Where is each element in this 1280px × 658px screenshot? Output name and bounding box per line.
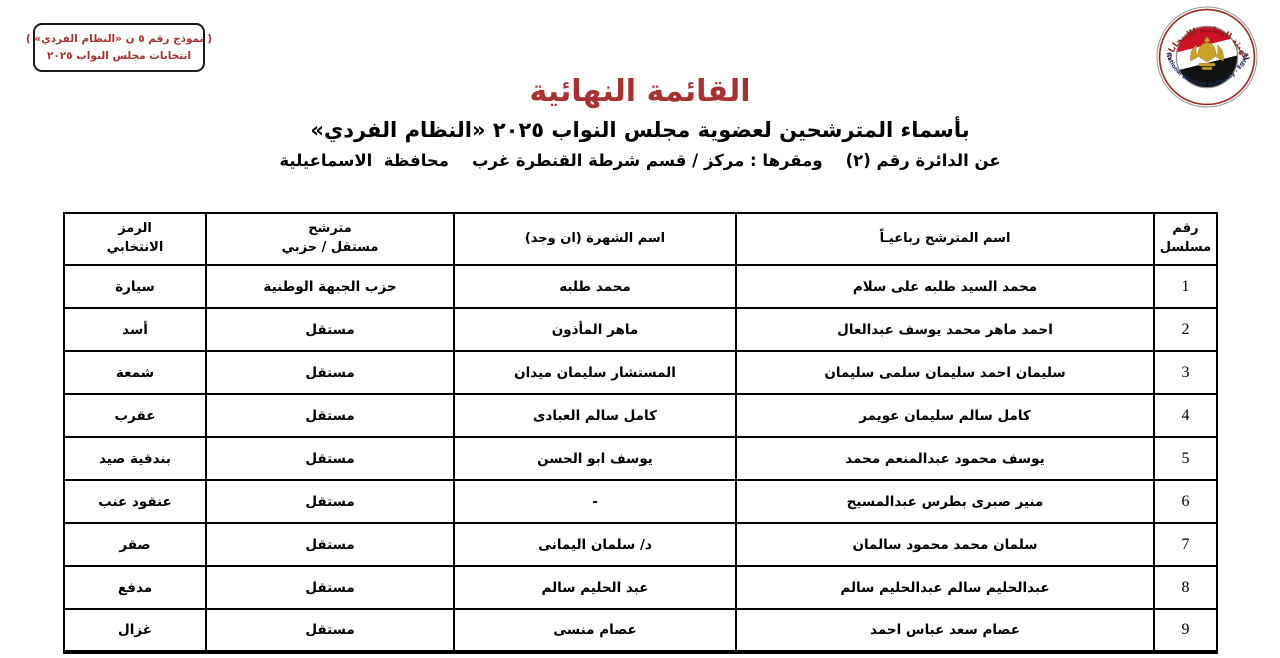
header-affiliation: مترشح مستقل / حزبي bbox=[205, 212, 455, 266]
cell-serial: 6 bbox=[1153, 479, 1218, 524]
authority-seal-icon: الهيئة الوطنية للانتخابات National Elect… bbox=[1156, 6, 1258, 108]
cell-nickname: كامل سالم العبادى bbox=[453, 393, 737, 438]
form-number-line: ( نموذج رقم ٥ ن «النظام الفردي» ) bbox=[25, 33, 213, 46]
cell-affiliation: مستقل bbox=[205, 565, 455, 610]
cell-symbol: عقرب bbox=[63, 393, 207, 438]
cell-affiliation: مستقل bbox=[205, 522, 455, 567]
header-nickname: اسم الشهرة (ان وجد) bbox=[453, 212, 737, 266]
table-row: 6 منير صبرى بطرس عبدالمسيح - مستقل عنقود… bbox=[63, 479, 1218, 524]
cell-nickname: ماهر المأذون bbox=[453, 307, 737, 352]
cell-candidate-name: سلمان محمد محمود سالمان bbox=[735, 522, 1155, 567]
cell-nickname: د/ سلمان اليمانى bbox=[453, 522, 737, 567]
cell-candidate-name: كامل سالم سليمان عويمر bbox=[735, 393, 1155, 438]
cell-serial: 1 bbox=[1153, 264, 1218, 309]
election-authority-logo: الهيئة الوطنية للانتخابات National Elect… bbox=[1156, 6, 1258, 108]
cell-symbol: شمعة bbox=[63, 350, 207, 395]
election-name-line: انتخابات مجلس النواب ٢٠٢٥ bbox=[46, 49, 192, 62]
table-row: 7 سلمان محمد محمود سالمان د/ سلمان اليما… bbox=[63, 522, 1218, 567]
cell-candidate-name: سليمان احمد سليمان سلمى سليمان bbox=[735, 350, 1155, 395]
cell-candidate-name: احمد ماهر محمد يوسف عبدالعال bbox=[735, 307, 1155, 352]
cell-symbol: عنقود عنب bbox=[63, 479, 207, 524]
cell-symbol: مدفع bbox=[63, 565, 207, 610]
table-row: 1 محمد السيد طلبه على سلام محمد طلبه حزب… bbox=[63, 264, 1218, 309]
cell-serial: 7 bbox=[1153, 522, 1218, 567]
cell-nickname: - bbox=[453, 479, 737, 524]
table-row: 2 احمد ماهر محمد يوسف عبدالعال ماهر المأ… bbox=[63, 307, 1218, 352]
cell-candidate-name: منير صبرى بطرس عبدالمسيح bbox=[735, 479, 1155, 524]
cell-serial: 2 bbox=[1153, 307, 1218, 352]
cell-serial: 5 bbox=[1153, 436, 1218, 481]
cell-serial: 4 bbox=[1153, 393, 1218, 438]
header-symbol: الرمز الانتخابي bbox=[63, 212, 207, 266]
cell-symbol: غزال bbox=[63, 608, 207, 653]
document-header: القائمة النهائية بأسماء المترشحين لعضوية… bbox=[0, 0, 1280, 170]
cell-symbol: سيارة bbox=[63, 264, 207, 309]
cell-affiliation: مستقل bbox=[205, 307, 455, 352]
cell-affiliation: مستقل bbox=[205, 350, 455, 395]
table-row: 4 كامل سالم سليمان عويمر كامل سالم العبا… bbox=[63, 393, 1218, 438]
cell-candidate-name: محمد السيد طلبه على سلام bbox=[735, 264, 1155, 309]
form-number-box: ( نموذج رقم ٥ ن «النظام الفردي» ) انتخاب… bbox=[26, 23, 212, 72]
cell-nickname: محمد طلبه bbox=[453, 264, 737, 309]
cell-affiliation: مستقل bbox=[205, 608, 455, 653]
subtitle-candidates-line: بأسماء المترشحين لعضوية مجلس النواب ٢٠٢٥… bbox=[310, 118, 970, 142]
table-row: 5 يوسف محمود عبدالمنعم محمد يوسف ابو الح… bbox=[63, 436, 1218, 481]
header-candidate-name: اسم المترشح رباعيـاً bbox=[735, 212, 1155, 266]
table-row: 3 سليمان احمد سليمان سلمى سليمان المستشا… bbox=[63, 350, 1218, 395]
cell-affiliation: مستقل bbox=[205, 393, 455, 438]
table-row: 9 عصام سعد عباس احمد عصام منسى مستقل غزا… bbox=[63, 608, 1218, 653]
table-header-row: رقم مسلسل اسم المترشح رباعيـاً اسم الشهر… bbox=[63, 212, 1218, 266]
table-row: 8 عبدالحليم سالم عبدالحليم سالم عبد الحل… bbox=[63, 565, 1218, 610]
candidates-table-wrap: رقم مسلسل اسم المترشح رباعيـاً اسم الشهر… bbox=[63, 212, 1218, 654]
cell-symbol: أسد bbox=[63, 307, 207, 352]
cell-symbol: بندقية صيد bbox=[63, 436, 207, 481]
cell-serial: 8 bbox=[1153, 565, 1218, 610]
cell-nickname: عصام منسى bbox=[453, 608, 737, 653]
cell-affiliation: مستقل bbox=[205, 436, 455, 481]
cell-affiliation: مستقل bbox=[205, 479, 455, 524]
candidates-table: رقم مسلسل اسم المترشح رباعيـاً اسم الشهر… bbox=[63, 212, 1218, 654]
page-title: القائمة النهائية bbox=[529, 74, 751, 109]
cell-nickname: المستشار سليمان ميدان bbox=[453, 350, 737, 395]
cell-symbol: صقر bbox=[63, 522, 207, 567]
cell-candidate-name: يوسف محمود عبدالمنعم محمد bbox=[735, 436, 1155, 481]
cell-nickname: يوسف ابو الحسن bbox=[453, 436, 737, 481]
cell-candidate-name: عبدالحليم سالم عبدالحليم سالم bbox=[735, 565, 1155, 610]
cell-nickname: عبد الحليم سالم bbox=[453, 565, 737, 610]
cell-serial: 3 bbox=[1153, 350, 1218, 395]
subtitle-district-line: عن الدائرة رقم (٢) ومقرها : مركز / قسم ش… bbox=[279, 151, 1001, 170]
cell-affiliation: حزب الجبهة الوطنية bbox=[205, 264, 455, 309]
cell-serial: 9 bbox=[1153, 608, 1218, 653]
header-serial: رقم مسلسل bbox=[1153, 212, 1218, 266]
cell-candidate-name: عصام سعد عباس احمد bbox=[735, 608, 1155, 653]
